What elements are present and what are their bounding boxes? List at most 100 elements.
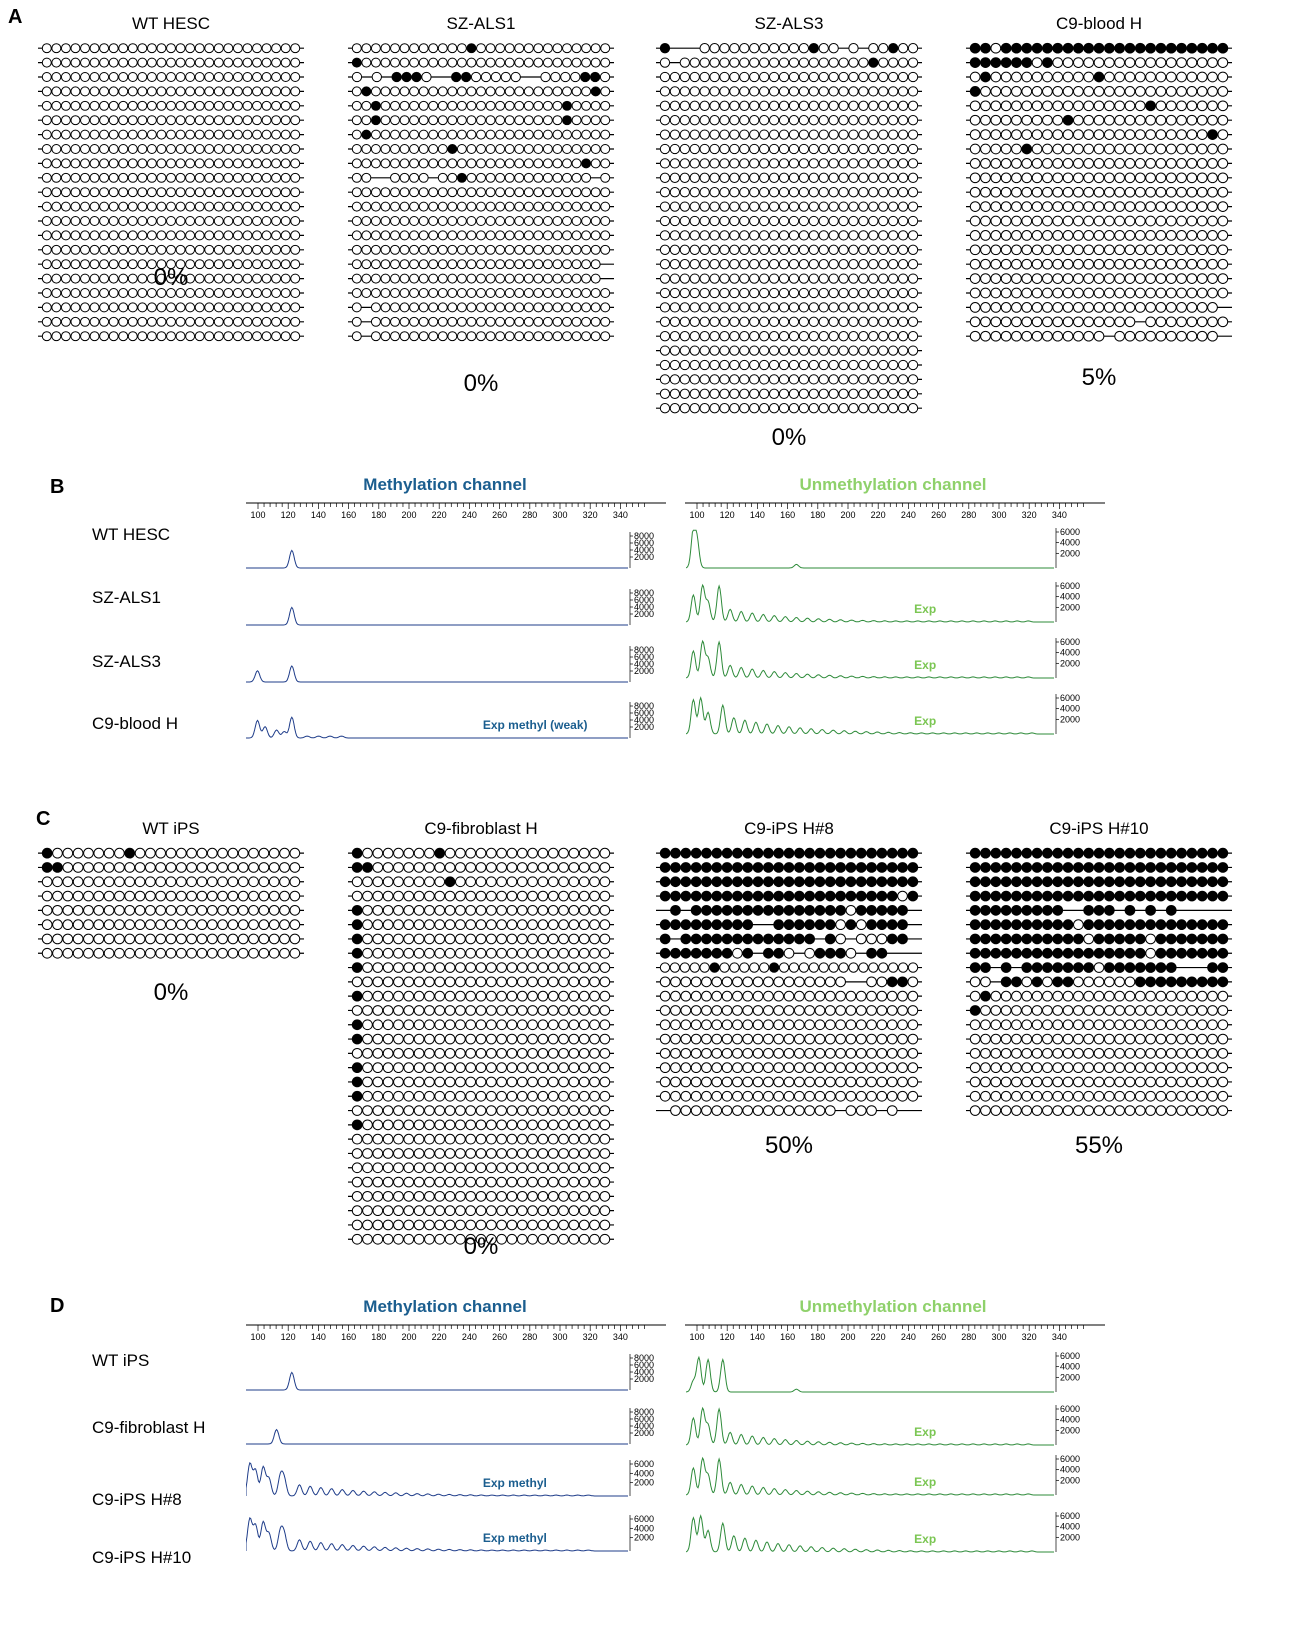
unmethylated-cpg — [280, 57, 291, 68]
unmethylated-cpg — [232, 259, 243, 270]
methylated-cpg — [1000, 962, 1012, 973]
methylated-cpg — [969, 862, 981, 873]
unmethylated-cpg — [578, 1162, 590, 1174]
unmethylated-cpg — [399, 187, 410, 198]
unmethylated-cpg — [413, 1105, 425, 1116]
unmethylated-cpg — [514, 172, 525, 183]
unmethylated-cpg — [719, 158, 730, 169]
unmethylated-cpg — [1155, 302, 1167, 313]
unmethylated-cpg — [808, 345, 819, 356]
unmethylated-cpg — [118, 331, 129, 342]
unmethylated-cpg — [127, 187, 138, 198]
unmethylated-cpg — [897, 388, 909, 399]
unmethylated-cpg — [590, 302, 601, 313]
methylated-cpg — [690, 862, 702, 873]
unmethylated-cpg — [709, 100, 720, 111]
unmethylated-cpg — [527, 876, 538, 888]
methylated-cpg — [783, 890, 795, 902]
methylated-cpg — [1103, 904, 1115, 916]
unmethylated-cpg — [907, 201, 919, 212]
unmethylated-cpg — [1073, 1047, 1084, 1059]
unmethylated-cpg — [456, 144, 467, 154]
unmethylated-cpg — [838, 403, 849, 414]
unmethylated-cpg — [252, 100, 262, 111]
unmethylated-cpg — [175, 331, 186, 342]
unmethylated-cpg — [888, 345, 899, 356]
unmethylated-cpg — [990, 273, 1002, 284]
unmethylated-cpg — [886, 1005, 898, 1016]
unmethylated-cpg — [41, 933, 53, 945]
unmethylated-cpg — [455, 1219, 466, 1231]
unmethylated-cpg — [969, 1062, 981, 1074]
unmethylated-cpg — [1207, 1005, 1218, 1016]
unmethylated-cpg — [1176, 330, 1187, 342]
unmethylated-cpg — [413, 1062, 425, 1074]
unmethylated-cpg — [732, 1105, 743, 1116]
unmethylated-cpg — [581, 331, 592, 342]
unmethylated-cpg — [156, 201, 167, 212]
methylated-cpg — [1145, 962, 1156, 973]
unmethylated-cpg — [242, 331, 253, 342]
unmethylated-cpg — [759, 374, 770, 385]
unmethylated-cpg — [145, 876, 156, 888]
unmethylated-cpg — [669, 287, 681, 299]
unmethylated-cpg — [804, 1105, 815, 1116]
unmethylated-cpg — [773, 1105, 785, 1116]
unmethylated-cpg — [41, 216, 52, 226]
unmethylated-cpg — [888, 259, 899, 270]
unmethylated-cpg — [562, 230, 572, 241]
unmethylated-cpg — [280, 259, 291, 270]
unmethylated-cpg — [252, 216, 262, 226]
unmethylated-cpg — [1217, 172, 1229, 184]
unmethylated-cpg — [749, 403, 760, 414]
unmethylated-cpg — [848, 316, 859, 327]
sample-title: C9-iPS H#10 — [1049, 819, 1149, 838]
unmethylated-cpg — [504, 273, 515, 284]
unmethylated-cpg — [808, 273, 819, 284]
unmethylated-cpg — [194, 259, 205, 270]
unmethylated-cpg — [729, 962, 740, 973]
unmethylated-cpg — [1052, 1105, 1064, 1116]
unmethylated-cpg — [175, 904, 187, 916]
methylated-cpg — [1052, 962, 1064, 973]
unmethylated-cpg — [729, 100, 740, 111]
unmethylated-cpg — [418, 172, 429, 183]
methylated-cpg — [1207, 876, 1218, 888]
unmethylated-cpg — [514, 331, 525, 342]
methylated-cpg — [1093, 862, 1105, 873]
unmethylated-cpg — [41, 244, 52, 255]
unmethylated-cpg — [876, 1047, 888, 1059]
unmethylated-cpg — [868, 158, 879, 169]
unmethylated-cpg — [980, 143, 991, 155]
unmethylated-cpg — [739, 158, 750, 169]
unmethylated-cpg — [1062, 316, 1074, 328]
unmethylated-cpg — [568, 1162, 580, 1174]
methylated-cpg — [1124, 42, 1136, 54]
trace-line — [246, 1428, 628, 1445]
unmethylated-cpg — [390, 288, 400, 298]
unmethylated-cpg — [568, 1019, 580, 1031]
unmethylated-cpg — [413, 1133, 425, 1145]
unmethylated-cpg — [824, 1005, 836, 1016]
unmethylated-cpg — [1134, 71, 1146, 83]
unmethylated-cpg — [1093, 186, 1105, 198]
unmethylated-cpg — [232, 144, 243, 154]
unmethylated-cpg — [1155, 215, 1167, 227]
unmethylated-cpg — [41, 904, 53, 916]
methylated-cpg — [690, 890, 702, 902]
unmethylated-cpg — [868, 302, 879, 313]
unmethylated-cpg — [768, 403, 780, 414]
unmethylated-cpg — [1103, 215, 1115, 227]
unmethylated-cpg — [568, 1090, 580, 1102]
unmethylated-cpg — [1145, 1047, 1156, 1059]
methylated-cpg — [1134, 847, 1146, 859]
unmethylated-cpg — [1196, 71, 1208, 83]
unmethylated-cpg — [413, 1119, 425, 1131]
unmethylated-cpg — [444, 947, 456, 959]
unmethylated-cpg — [699, 316, 710, 327]
unmethylated-cpg — [599, 1176, 611, 1188]
unmethylated-cpg — [476, 331, 486, 342]
unmethylated-cpg — [907, 115, 919, 126]
methylation-lollipop-plot — [348, 847, 614, 1245]
methylated-cpg — [835, 890, 846, 902]
